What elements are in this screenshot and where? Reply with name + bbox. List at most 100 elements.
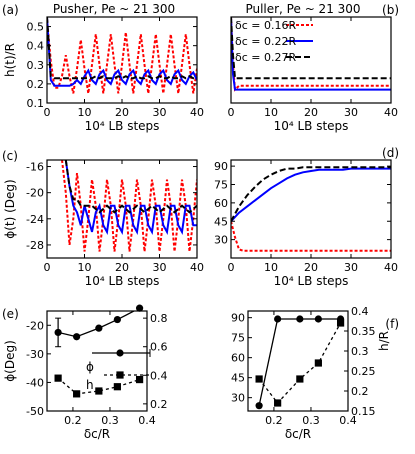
- x-tick-label: 0.2: [64, 414, 82, 427]
- y2-tick-label: 0.15: [351, 405, 376, 418]
- x-tick-label: 30: [153, 106, 167, 119]
- panel-label: (b): [382, 3, 399, 17]
- x-axis-label: 10⁴ LB steps: [274, 274, 349, 288]
- y-tick-label: 90: [231, 312, 245, 325]
- x-tick-label: 0.2: [265, 414, 283, 427]
- y-tick-label: -50: [26, 405, 44, 418]
- data-point: [95, 387, 103, 395]
- x-tick-label: 30: [344, 106, 358, 119]
- series-line-2: [57, 377, 140, 395]
- data-point: [135, 375, 144, 384]
- data-point: [336, 319, 345, 327]
- data-point: [95, 324, 103, 332]
- panel-label: (e): [2, 307, 19, 321]
- data-point: [274, 399, 282, 407]
- y-tick-label: -20: [26, 187, 44, 200]
- panel-d: 0 10 20 30 40 30 45 60 75 90 10⁴ LB steps (d): [214, 146, 399, 288]
- legend-label: ϕ: [86, 360, 94, 374]
- series-line-2: [231, 167, 391, 222]
- y2-tick-label: 0.25: [351, 365, 376, 378]
- panel-label: (f): [385, 317, 399, 331]
- y2-axis-label: h/R: [377, 331, 391, 351]
- y-tick-label: -40: [26, 376, 44, 389]
- panel-f: 0.2 0.3 0.4 30 45 60 75 90 0.15 0.2 0.25 0.3 0.35 0.4…: [231, 305, 399, 441]
- series-line-3: [231, 166, 391, 222]
- panel-label: (a): [2, 3, 19, 17]
- y-tick-label: -30: [26, 348, 44, 361]
- series-line-2: [258, 322, 342, 405]
- data-point: [296, 375, 304, 383]
- panel-title: Pusher, Pe ~ 21 300: [53, 2, 175, 16]
- data-point: [73, 333, 81, 341]
- y-tick-label: 60: [214, 197, 228, 210]
- y-tick-label: 0.1: [27, 97, 45, 110]
- data-point: [113, 315, 121, 324]
- x-tick-label: 0: [228, 261, 235, 274]
- y2-tick-label: 0.6: [150, 341, 168, 354]
- x-axis-label: 10⁴ LB steps: [85, 274, 160, 288]
- panel-c: 0 10 20 30 40 -16 -20 -24 -28 10⁴ LB steps ϕ(t) (D…: [2, 149, 204, 288]
- data-point: [73, 390, 81, 398]
- y-tick-label: 75: [214, 179, 228, 192]
- data-point: [255, 402, 263, 410]
- x-tick-label: 0.3: [101, 414, 119, 427]
- y-tick-label: 90: [214, 160, 228, 173]
- data-point: [255, 375, 263, 383]
- y-tick-label: 30: [231, 392, 245, 405]
- x-tick-label: 40: [384, 106, 398, 119]
- y2-tick-label: 0.35: [351, 325, 376, 338]
- legend-label: h: [86, 378, 94, 392]
- x-tick-label: 40: [190, 261, 204, 274]
- y2-tick-label: 0.2: [351, 385, 369, 398]
- y-tick-label: 45: [231, 372, 245, 385]
- data-point: [296, 315, 304, 323]
- series-line-3: [64, 160, 197, 214]
- y-tick-label: 0.5: [27, 21, 45, 34]
- y-tick-label: 60: [231, 352, 245, 365]
- x-tick-label: 30: [153, 261, 167, 274]
- series-line-1: [47, 18, 197, 94]
- panel-b: 0 10 20 30 40 10⁴ LB steps Puller, Pe ~ 21 300…: [228, 2, 400, 133]
- panel-label: (c): [2, 149, 18, 163]
- x-tick-label: 10: [264, 261, 278, 274]
- y-tick-label: 75: [231, 332, 245, 345]
- x-tick-label: 0.4: [339, 414, 357, 427]
- data-point: [274, 315, 282, 323]
- x-axis-label: 10⁴ LB steps: [274, 119, 349, 133]
- x-tick-label: 10: [78, 261, 92, 274]
- series-line-1: [61, 160, 197, 252]
- plot-frame: [247, 310, 349, 412]
- y-tick-label: 0.2: [27, 78, 45, 91]
- data-point: [135, 304, 144, 312]
- panel-e: 0.2 0.3 0.4 -20 -30 -40 -50 0.2 0.4 0.6 0.8 δc/R ϕ(D…: [2, 304, 168, 441]
- y2-tick-label: 0.3: [351, 345, 369, 358]
- series-line-2: [47, 17, 197, 87]
- x-tick-label: 40: [190, 106, 204, 119]
- series-line-1: [231, 17, 391, 92]
- y-tick-label: -20: [26, 319, 44, 332]
- x-tick-label: 20: [115, 106, 129, 119]
- x-axis-label: δc/R: [84, 427, 110, 441]
- data-point: [314, 359, 322, 367]
- y-tick-label: 0.3: [27, 59, 45, 72]
- y2-tick-label: 0.2: [150, 398, 168, 411]
- y2-tick-label: 0.4: [150, 369, 168, 382]
- x-tick-label: 10: [264, 106, 278, 119]
- y-tick-label: -24: [26, 213, 44, 226]
- y-tick-label: 30: [214, 234, 228, 247]
- y-axis-label: h(t)/R: [3, 43, 17, 77]
- x-axis-label: δc/R: [285, 427, 311, 441]
- x-tick-label: 0.4: [138, 414, 156, 427]
- y-tick-label: 45: [214, 215, 228, 228]
- x-tick-label: 0: [228, 106, 235, 119]
- y-tick-label: 0.4: [27, 40, 45, 53]
- y-tick-label: -28: [26, 239, 44, 252]
- series-line-3: [47, 17, 197, 80]
- x-tick-label: 20: [304, 106, 318, 119]
- y-axis-label: ϕ(Deg): [3, 340, 17, 382]
- y2-tick-label: 0.8: [150, 312, 168, 325]
- data-point: [314, 315, 322, 323]
- x-axis-label: 10⁴ LB steps: [85, 119, 160, 133]
- x-tick-label: 30: [344, 261, 358, 274]
